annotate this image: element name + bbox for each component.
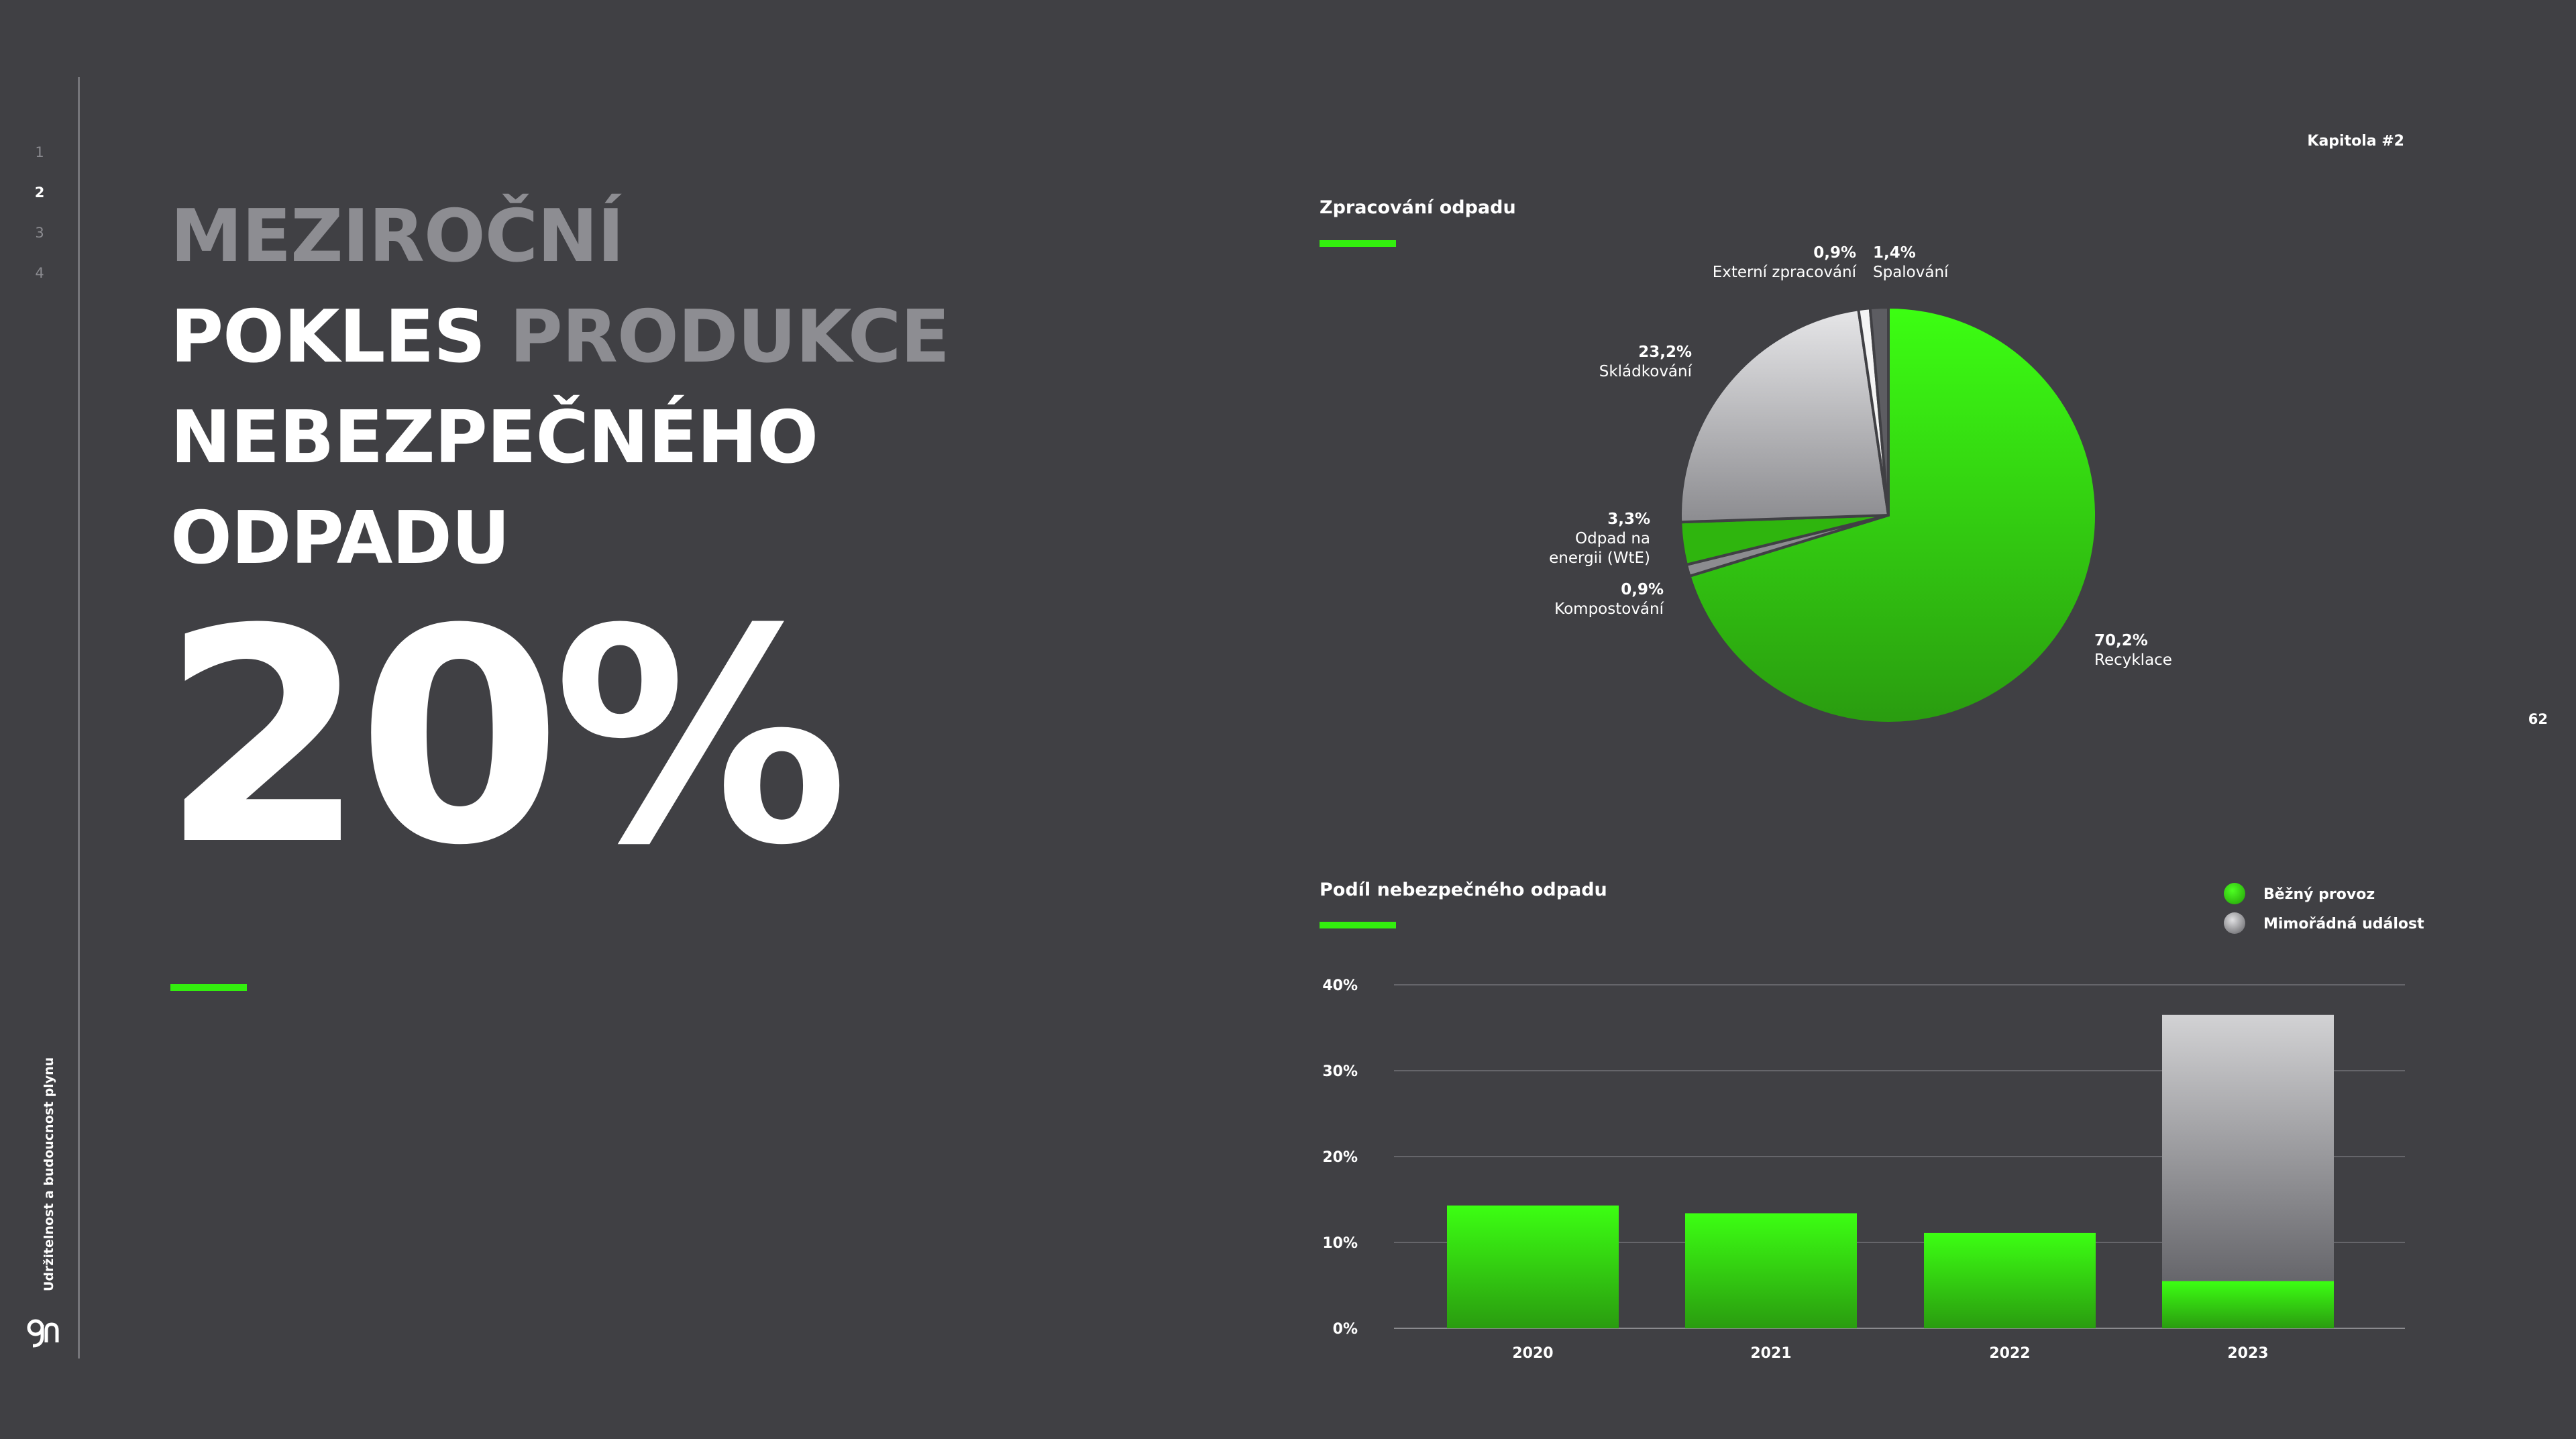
pie-label-name-spalovani: Spalování <box>1873 264 1949 281</box>
y-tick-label-2: 20% <box>1322 1149 1358 1166</box>
headline-line-1: MEZIROČNÍ <box>170 195 625 278</box>
y-tick-label-0: 0% <box>1333 1321 1358 1338</box>
bar-2020-bezny-provoz <box>1447 1205 1619 1328</box>
y-tick-label-4: 40% <box>1322 977 1358 994</box>
pie-label-value-odpad-na-energii-wte: 3,3% <box>1607 511 1650 528</box>
headline-line-2: POKLES PRODUKCE <box>170 287 950 388</box>
legend-marker-bezny-provoz <box>2224 883 2245 904</box>
bar-2022-bezny-provoz <box>1924 1232 2096 1328</box>
bar-2023-mimoradna-udalost <box>2162 1014 2334 1281</box>
x-tick-label-2020: 2020 <box>1512 1345 1553 1362</box>
y-tick-label-3: 30% <box>1322 1063 1358 1080</box>
legend-label-mimoradna-udalost: Mimořádná událost <box>2263 916 2424 932</box>
page-nav-item-1[interactable]: 1 <box>35 144 44 160</box>
x-tick-label-2022: 2022 <box>1989 1345 2030 1362</box>
legend-label-bezny-provoz: Běžný provoz <box>2263 886 2375 903</box>
page-nav-item-3[interactable]: 3 <box>35 225 44 241</box>
headline-line-4: ODPADU <box>170 496 511 580</box>
pie-label-value-recyklace: 70,2% <box>2094 632 2148 649</box>
pie-slice-skladkovani <box>1679 308 1890 524</box>
legend-marker-mimoradna-udalost <box>2224 912 2245 934</box>
x-tick-label-2023: 2023 <box>2227 1345 2268 1362</box>
pie-slice-recyklace <box>1688 306 2098 725</box>
headline-word-produkce: PRODUKCE <box>509 295 950 379</box>
pie-label-name-kompostovani: Kompostování <box>1554 600 1664 618</box>
pie-label-value-kompostovani: 0,9% <box>1621 581 1664 598</box>
bar-2021-bezny-provoz <box>1685 1213 1857 1328</box>
y-tick-label-1: 10% <box>1322 1235 1358 1252</box>
page-navigation: 1 2 3 4 <box>30 142 50 303</box>
pie-label-name-odpad-na-energii-wte-1: Odpad na <box>1575 530 1650 547</box>
page-nav-item-4[interactable]: 4 <box>35 265 44 281</box>
headline-line-3: NEBEZPEČNÉHO <box>170 396 818 480</box>
pie-slice-spalovani <box>1868 306 1890 517</box>
pie-label-name-recyklace: Recyklace <box>2094 651 2172 669</box>
pie-label-name-odpad-na-energii-wte-2: energii (WtE) <box>1549 549 1650 567</box>
pie-label-name-skladkovani: Skládkování <box>1599 363 1693 380</box>
chapter-label: Kapitola #2 <box>2307 133 2404 150</box>
headline-word-pokles: POKLES <box>170 295 486 379</box>
x-tick-label-2021: 2021 <box>1750 1345 1791 1362</box>
bar-chart: 0% 10% 20% 30% 40% 2020 2021 2022 2023 Běžný prov… <box>1322 883 2424 1362</box>
page-number: 62 <box>2528 711 2548 727</box>
accent-bar-main <box>170 984 247 991</box>
accent-bar-pie <box>1320 240 1396 247</box>
pie-chart-title: Zpracování odpadu <box>1320 197 1516 218</box>
headline: MEZIROČNÍ POKLES PRODUKCE NEBEZPEČNÉHO O… <box>170 186 950 589</box>
pie-label-value-skladkovani: 23,2% <box>1638 343 1692 361</box>
gn-logo-icon <box>27 1319 59 1348</box>
accent-bar-bars <box>1320 922 1396 928</box>
bar-2023-bezny-provoz <box>2162 1281 2334 1328</box>
pie-label-value-externi-zpracovani: 0,9% <box>1813 244 1856 262</box>
page-nav-item-2[interactable]: 2 <box>34 184 45 201</box>
sidebar-divider <box>78 77 80 1358</box>
pie-chart: 70,2% Recyklace 0,9% Kompostování 3,3% Odpad … <box>1549 244 2172 725</box>
pie-label-name-externi-zpracovani: Externí zpracování <box>1713 264 1857 281</box>
bar-chart-title: Podíl nebezpečného odpadu <box>1320 880 1607 900</box>
key-figure: 20% <box>161 566 849 910</box>
pie-label-value-spalovani: 1,4% <box>1873 244 1916 262</box>
